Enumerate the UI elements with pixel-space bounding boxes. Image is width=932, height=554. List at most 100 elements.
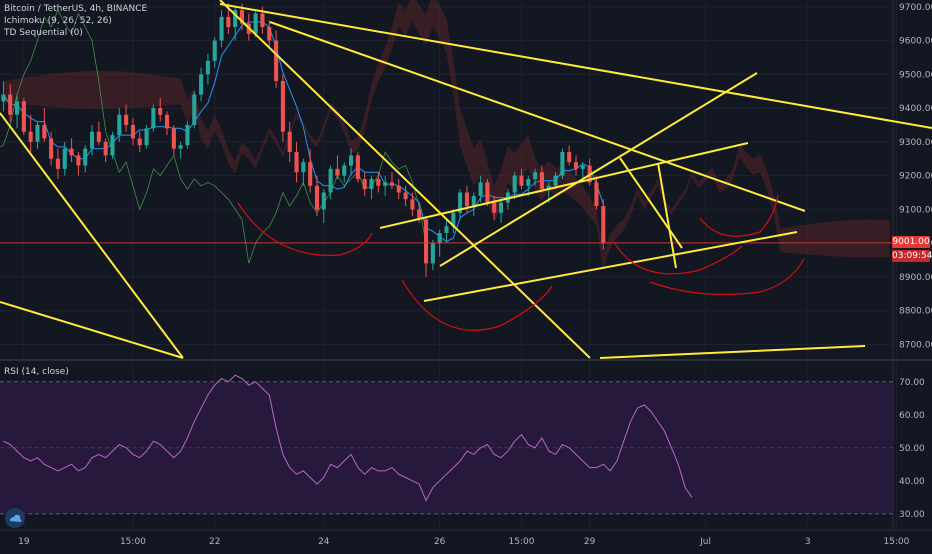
trendline	[423, 231, 798, 302]
candle-body	[151, 108, 156, 129]
candle-body	[546, 185, 551, 190]
candle-body	[14, 101, 20, 115]
ichimoku-legend[interactable]: Ichimoku (9, 26, 52, 26)	[4, 16, 112, 26]
candle-body	[355, 155, 360, 179]
symbol-title: Bitcoin / TetherUS, 4h, BINANCE	[4, 4, 148, 14]
candle-body	[267, 27, 272, 41]
time-tick-label: 3	[805, 537, 811, 547]
time-tick-label: 22	[209, 537, 220, 547]
time-tick-label: 15:00	[120, 537, 146, 547]
candle-body	[8, 94, 13, 115]
candle-body	[396, 185, 401, 193]
candle-body	[287, 131, 292, 152]
candle-body	[410, 199, 415, 210]
candle-body	[178, 145, 183, 149]
candle-body	[253, 13, 258, 34]
trendline	[439, 72, 758, 267]
candle-body	[458, 192, 463, 213]
candle-body	[233, 10, 238, 28]
candle-body	[308, 162, 313, 186]
price-tick-label: 9300.00	[899, 138, 932, 148]
candle-body	[219, 16, 224, 41]
rsi-tick-label: 60.00	[899, 411, 925, 421]
candle-body	[512, 175, 517, 193]
candle-body	[280, 81, 285, 132]
drawn-arc	[649, 258, 805, 296]
rsi-tick-label: 50.00	[899, 444, 925, 454]
candle-body	[239, 10, 245, 24]
candle-body	[601, 206, 606, 244]
candle-body	[185, 124, 190, 146]
candle-body	[158, 108, 163, 115]
drawn-arc	[237, 202, 373, 257]
trendline	[619, 157, 683, 249]
candle-body	[451, 212, 456, 227]
candle-body	[96, 131, 101, 142]
candle-body	[539, 172, 544, 190]
trendline	[269, 21, 806, 212]
drawn-arc	[401, 279, 553, 331]
candle-body	[424, 219, 429, 264]
price-tick-label: 8700.00	[899, 340, 932, 350]
time-tick-label: 15:00	[509, 537, 535, 547]
candle-body	[124, 114, 129, 125]
candle-body	[260, 13, 265, 28]
price-tick-label: 9700.00	[899, 3, 932, 13]
candle-body	[192, 94, 197, 125]
candle-body	[580, 165, 585, 169]
candle-body	[199, 74, 204, 95]
candle-body	[492, 202, 497, 213]
candle-body	[560, 151, 565, 176]
price-tick-label: 9500.00	[899, 70, 932, 80]
time-tick-label: 24	[318, 537, 330, 547]
candle-body	[485, 182, 490, 203]
candle-body	[519, 175, 524, 186]
candle-body	[137, 138, 142, 146]
candle-body	[383, 182, 388, 186]
candle-body	[533, 172, 538, 179]
trendline	[0, 112, 184, 359]
candle-body	[205, 60, 210, 75]
price-tick-label: 9100.00	[899, 205, 932, 215]
candle-body	[212, 40, 217, 61]
candle-body	[478, 182, 483, 196]
candle-body	[294, 151, 299, 173]
cloud-logo-icon	[5, 508, 25, 528]
td-sequential-legend[interactable]: TD Sequential (0)	[4, 28, 83, 38]
candle-body	[83, 148, 88, 166]
tenkan-line	[2, 21, 604, 243]
candle-body	[321, 192, 326, 210]
candle-body	[362, 179, 367, 190]
candle-body	[369, 179, 374, 190]
rsi-legend[interactable]: RSI (14, close)	[4, 367, 69, 377]
time-tick-label: 26	[434, 537, 446, 547]
candle-body	[553, 175, 558, 186]
candle-body	[430, 243, 435, 264]
rsi-tick-label: 30.00	[899, 510, 925, 520]
trendline	[657, 162, 677, 269]
candle-body	[21, 101, 26, 132]
time-tick-label: 29	[584, 537, 596, 547]
candle-body	[55, 158, 60, 169]
candle-body	[498, 202, 504, 213]
rsi-tick-label: 70.00	[899, 378, 925, 388]
last-price-tag: 9001.00	[892, 236, 930, 248]
rsi-tick-label: 40.00	[899, 477, 925, 487]
candle-body	[103, 141, 108, 156]
candle-body	[144, 128, 149, 146]
trendline	[599, 345, 866, 359]
candle-body	[76, 155, 81, 166]
candle-body	[328, 168, 333, 193]
candle-body	[437, 233, 442, 244]
candle-body	[567, 151, 572, 163]
candle-body	[301, 162, 306, 173]
candle-body	[62, 148, 67, 169]
candle-body	[28, 131, 33, 142]
drawn-arc	[699, 194, 779, 237]
candle-body	[594, 182, 599, 207]
candle-body	[35, 124, 40, 142]
candle-body	[573, 162, 579, 169]
candle-body	[130, 124, 135, 139]
